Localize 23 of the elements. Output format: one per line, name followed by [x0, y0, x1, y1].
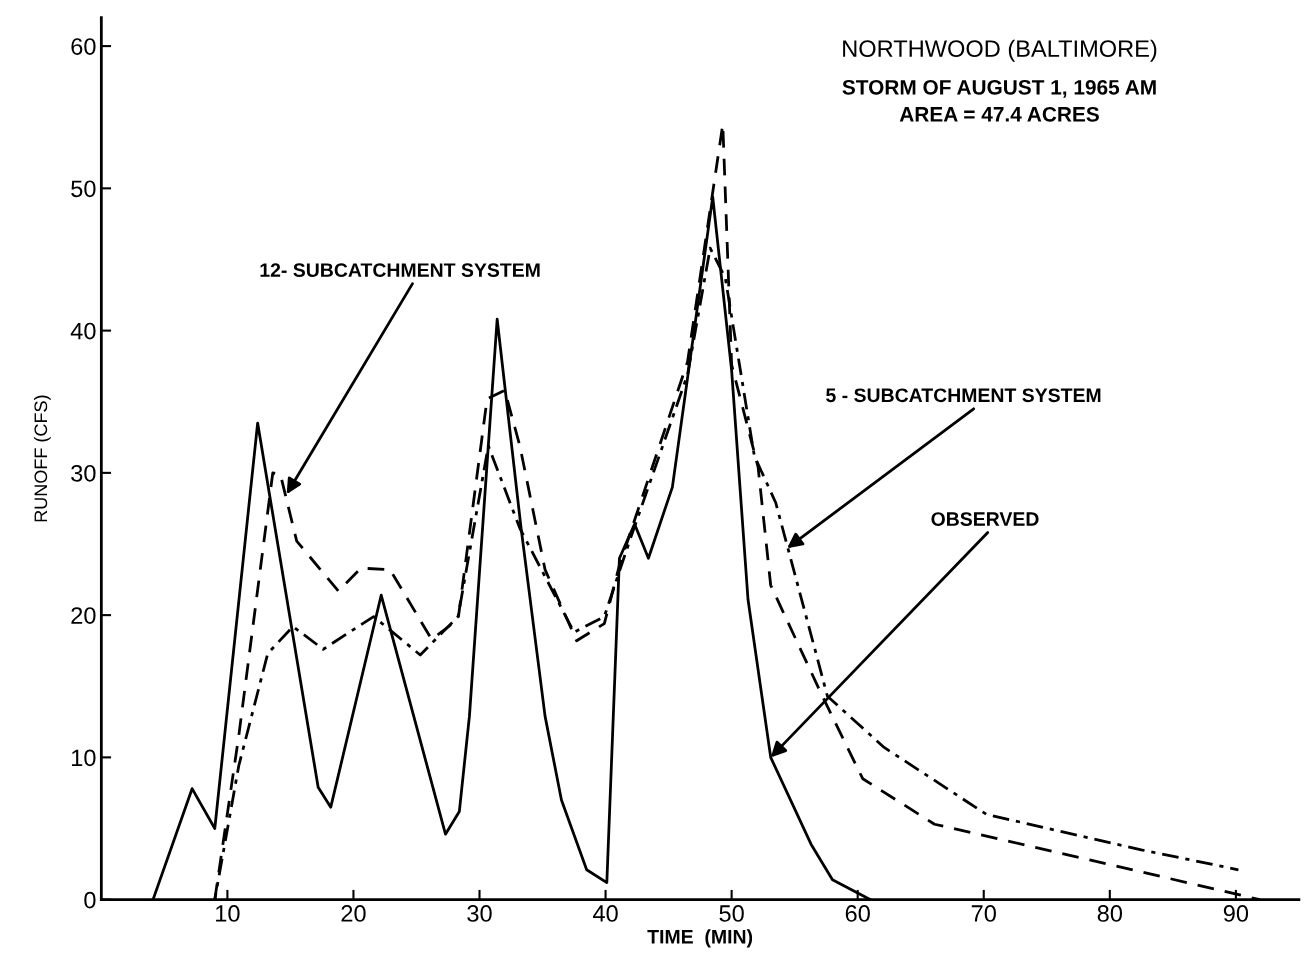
y-tick-label: 30	[71, 464, 96, 482]
x-tick-label: 90	[1223, 905, 1249, 922]
y-tick-label: 50	[71, 180, 96, 198]
x-tick-label: 20	[341, 905, 366, 922]
annotation: 12- SUBCATCHMENT SYSTEM	[260, 263, 540, 277]
x-tick-label: 30	[467, 905, 492, 922]
x-tick-label: 40	[592, 905, 618, 922]
y-tick-label: 10	[72, 749, 96, 767]
x-tick-label: 50	[719, 905, 744, 922]
annotation: OBSERVED	[931, 512, 1039, 526]
y-axis-title: RUNOFF (CFS)	[33, 395, 51, 522]
y-tick-label: 0	[84, 891, 96, 909]
x-tick-label: 60	[845, 905, 870, 922]
text: STORM OF AUGUST 1, 1965 AM AREA = 47.4 ACRES	[842, 79, 1156, 122]
annotation: 5 - SUBCATCHMENT SYSTEM	[826, 388, 1101, 403]
y-tick-label: 60	[71, 38, 96, 55]
x-axis-title: TIME (MIN)	[647, 929, 753, 948]
y-tick-label: 40	[70, 322, 96, 340]
x-tick-label: 10	[216, 905, 240, 922]
x-tick-label: 70	[971, 905, 996, 922]
text: NORTHWOOD (BALTIMORE)	[843, 39, 1157, 62]
y-tick-label: 20	[71, 607, 96, 624]
x-tick-label: 80	[1097, 905, 1123, 922]
